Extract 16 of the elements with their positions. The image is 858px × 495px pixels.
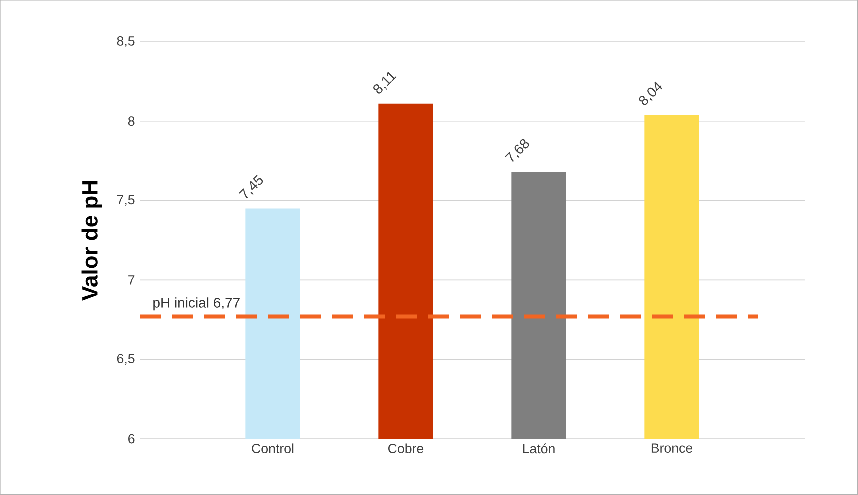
y-tick-label: 6,5 [117, 354, 135, 366]
data-label: 7,45 [239, 175, 264, 199]
y-tick-label: 7,5 [117, 195, 135, 206]
x-tick-label: Latón [523, 444, 555, 454]
data-label: 8,11 [374, 72, 397, 94]
data-label: 7,68 [505, 139, 530, 162]
y-tick-label: 8,5 [117, 36, 135, 48]
y-tick-label: 7 [128, 276, 135, 285]
y-axis-title: Valor de pH [82, 181, 102, 301]
x-tick-label: Bronce [652, 444, 693, 453]
x-tick-label: Control [252, 444, 294, 454]
ref-line-label: pH inicial 6,77 [154, 298, 240, 311]
x-tick-label: Cobre [388, 444, 424, 454]
data-label: 8,04 [639, 82, 662, 106]
y-tick-label: 8 [128, 116, 135, 126]
y-tick-label: 6 [128, 434, 135, 444]
